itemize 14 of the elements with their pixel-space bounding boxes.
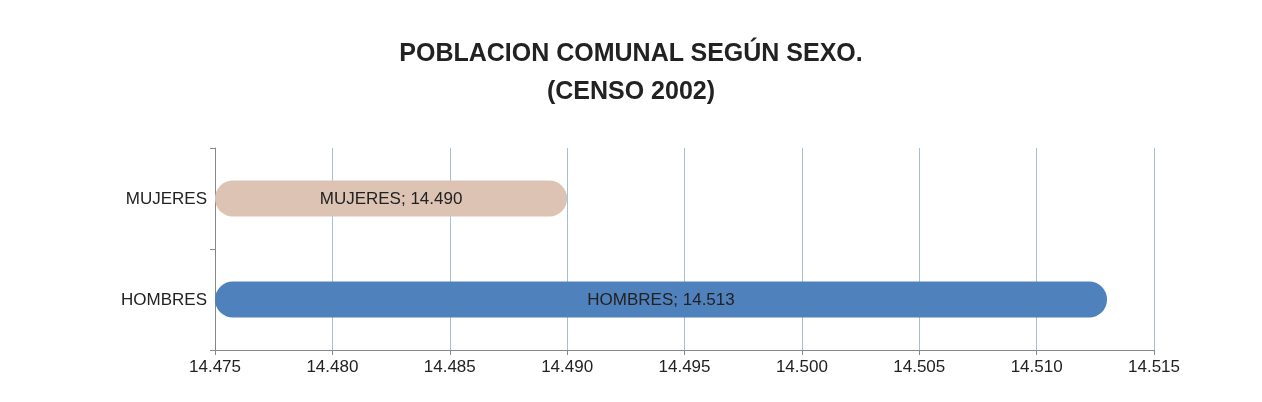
x-tick-label: 14.515 — [1128, 357, 1180, 376]
data-label: MUJERES; 14.490 — [319, 189, 463, 208]
chart-title: POBLACION COMUNAL SEGÚN SEXO. (CENSO 2002) — [399, 37, 863, 104]
x-tick-label: 14.495 — [658, 357, 711, 376]
x-tick-label: 14.480 — [306, 357, 359, 376]
x-tick-label: 14.510 — [1010, 357, 1063, 376]
x-tick-label: 14.485 — [423, 357, 476, 376]
x-tick-label: 14.505 — [893, 357, 946, 376]
data-label: HOMBRES; 14.513 — [587, 290, 735, 309]
y-tick-label: HOMBRES — [121, 290, 207, 309]
x-tick-label: 14.500 — [775, 357, 828, 376]
x-tick-label: 14.490 — [541, 357, 594, 376]
x-tick-label: 14.475 — [189, 357, 241, 376]
y-tick-label: MUJERES — [125, 189, 207, 208]
